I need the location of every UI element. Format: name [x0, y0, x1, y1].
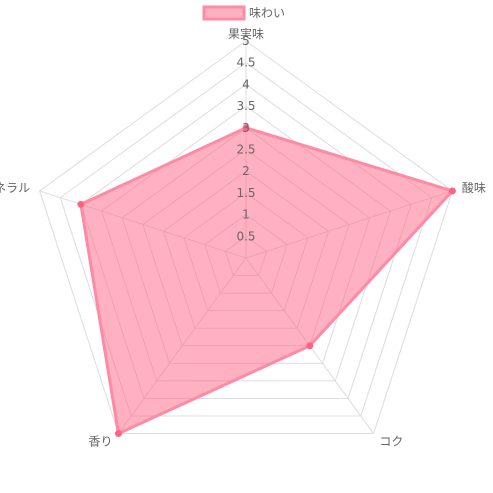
data-point-5[interactable]: [77, 200, 85, 208]
tick-label: 4.5: [236, 56, 255, 70]
data-point-1[interactable]: [242, 124, 250, 132]
axis-label: ミネラル: [0, 181, 30, 195]
data-point-4[interactable]: [114, 430, 122, 438]
axis-label: コク: [379, 435, 403, 449]
tick-label: 2: [242, 164, 250, 178]
axis-label: 酸味: [462, 180, 486, 195]
series-area-1: [79, 126, 454, 436]
tick-label: 1.5: [236, 186, 255, 200]
tick-label: 3: [242, 121, 250, 135]
legend-swatch[interactable]: [202, 5, 246, 21]
tick-label: 4: [242, 77, 250, 91]
data-point-3[interactable]: [306, 342, 314, 350]
data-point-2[interactable]: [448, 187, 456, 195]
tick-label: 3.5: [236, 99, 255, 113]
axis-label: 香り: [89, 435, 113, 449]
axis-label: 果実味: [228, 26, 264, 41]
legend-label[interactable]: 味わい: [249, 6, 285, 20]
tick-label: 2.5: [236, 143, 255, 157]
tick-label: 0.5: [236, 229, 255, 243]
tick-label: 1: [242, 208, 250, 222]
grid-ring-10: [39, 40, 453, 435]
tick-label: 5: [242, 34, 250, 48]
